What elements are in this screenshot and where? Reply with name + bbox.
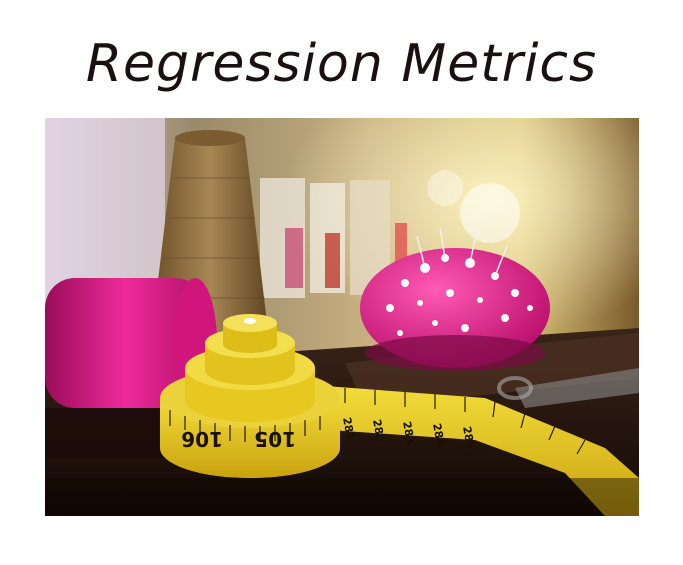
tape-number-281: 281 <box>340 416 357 441</box>
tape-number-283: 283 <box>400 420 417 445</box>
tape-number-285: 285 <box>460 425 477 450</box>
photo-illustration: 281 282 283 284 285 <box>45 118 639 516</box>
tape-roll: 106 105 <box>160 314 340 478</box>
page-title: Regression Metrics <box>85 34 598 94</box>
pin-cushion <box>360 227 550 371</box>
tape-number-284: 284 <box>430 422 447 447</box>
tape-strip: 281 282 283 284 285 <box>325 386 639 516</box>
tape-number-106: 106 <box>181 427 223 451</box>
tape-number-282: 282 <box>370 418 387 443</box>
sewing-photo: 281 282 283 284 285 <box>45 118 639 516</box>
tape-number-105: 105 <box>254 427 296 451</box>
